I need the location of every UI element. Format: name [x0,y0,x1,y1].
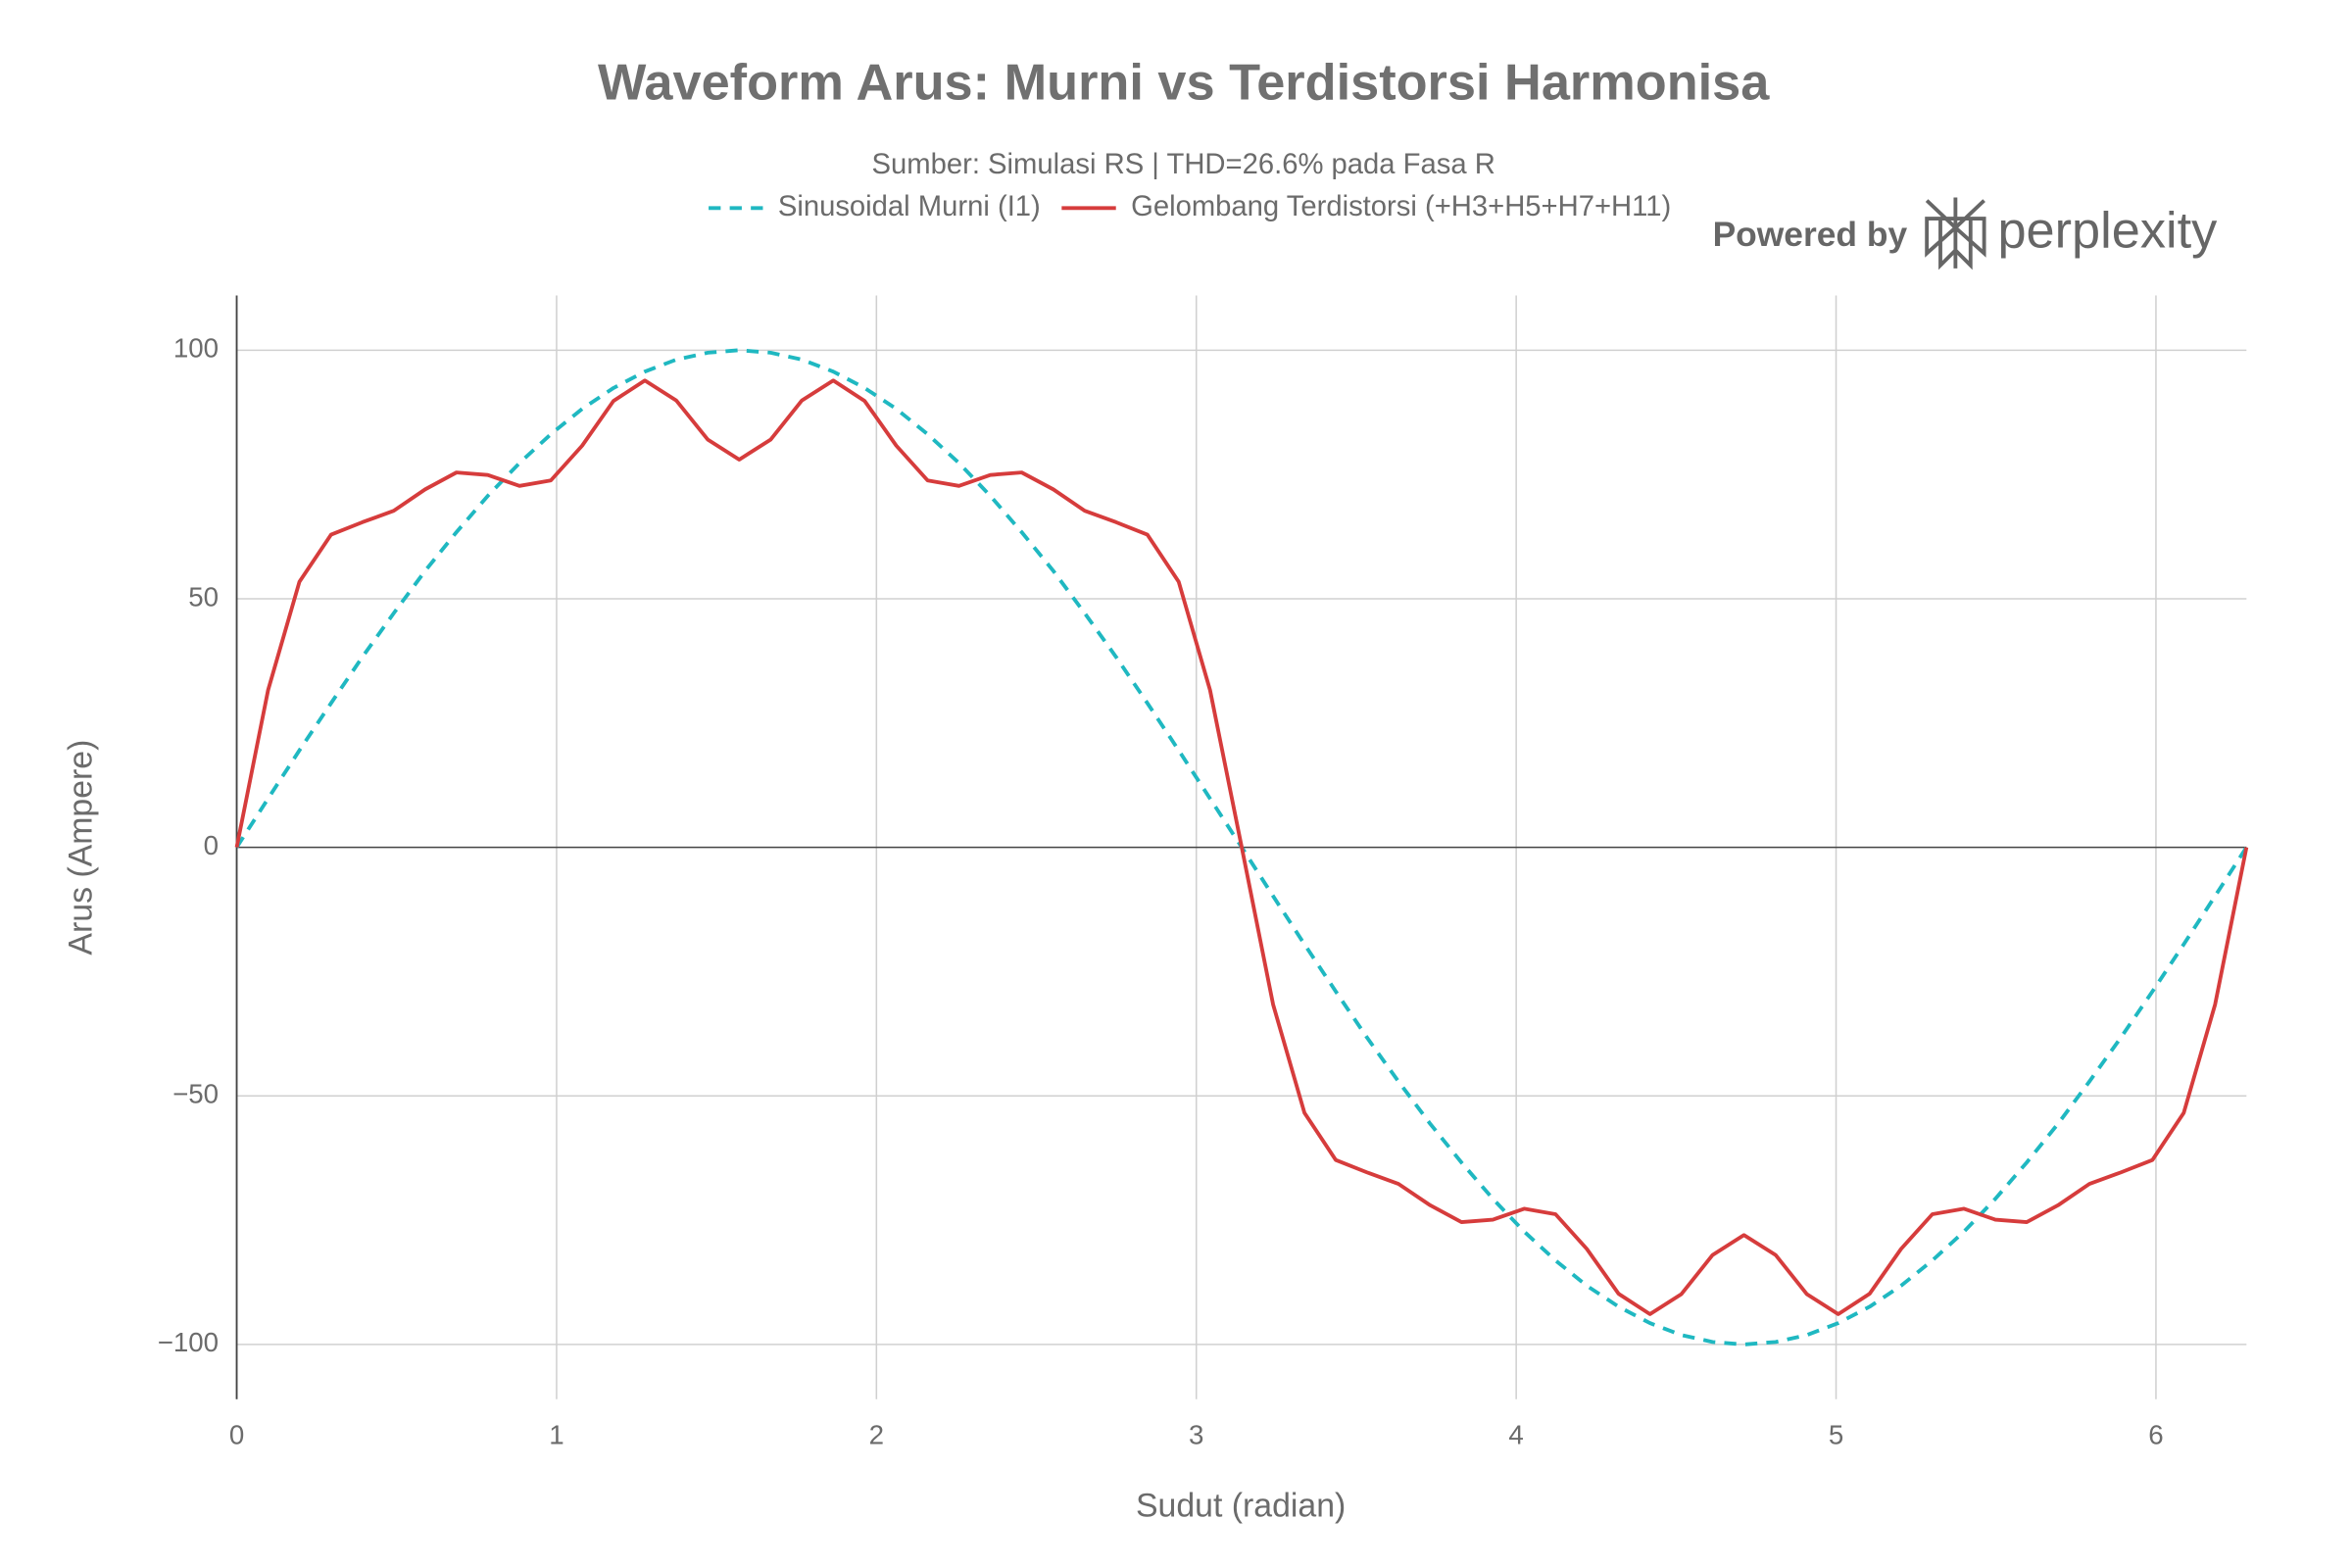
x-tick-label: 4 [1508,1419,1523,1449]
watermark-brand: perplexity [1997,202,2218,259]
x-tick-label: 2 [869,1419,884,1449]
watermark: Powered by perplexity [1713,197,2218,270]
y-tick-label: 100 [173,333,219,364]
x-tick-label: 5 [1829,1419,1843,1449]
y-tick-label: 50 [188,581,219,612]
watermark-prefix: Powered by [1713,216,1908,254]
y-tick-label: −100 [158,1327,219,1357]
y-tick-label: −50 [172,1079,219,1109]
x-axis-label: Sudut (radian) [1136,1487,1346,1524]
y-axis-label: Arus (Ampere) [63,740,100,956]
y-tick-label: 0 [204,830,219,860]
x-tick-label: 3 [1189,1419,1203,1449]
legend-label: Sinusoidal Murni (I1) [778,191,1041,222]
chart-title: Waveform Arus: Murni vs Terdistorsi Harm… [598,55,1770,112]
series-line [234,378,2249,1316]
x-tick-label: 0 [229,1419,244,1449]
legend: Sinusoidal Murni (I1) Gelombang Terdistor… [709,191,1671,222]
chart-subtitle: Sumber: Simulasi RS | THD=26.6% pada Fas… [872,149,1495,180]
legend-label: Gelombang Terdistorsi (+H3+H5+H7+H11) [1131,191,1671,222]
x-tick-label: 6 [2148,1419,2163,1449]
x-tick-label: 1 [549,1419,564,1449]
watermark-logo [1925,197,1986,270]
